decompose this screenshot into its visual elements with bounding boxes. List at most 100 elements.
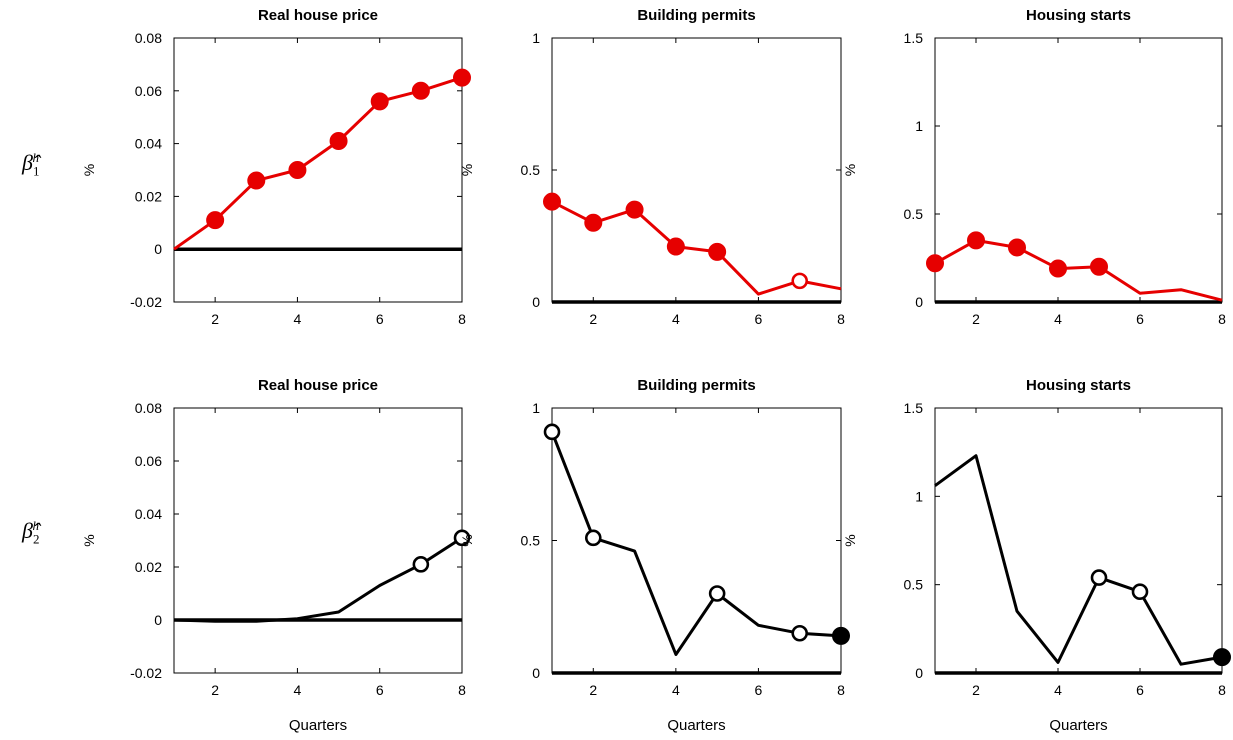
plot-frame bbox=[934, 407, 1223, 674]
x-tick-label: 8 bbox=[837, 311, 845, 327]
row-label-beta-2: β̂2h bbox=[22, 518, 40, 547]
chart-panel-3: Housing starts 0 0.5 1 1.5 2 4 6 8% bbox=[842, 7, 1226, 327]
x-tick-label: 6 bbox=[376, 311, 384, 327]
x-tick-label: 8 bbox=[1218, 682, 1226, 698]
data-point-significant bbox=[453, 68, 471, 87]
plot-frame bbox=[173, 37, 463, 303]
y-axis-label: % bbox=[81, 534, 97, 546]
data-point-significant bbox=[329, 131, 348, 150]
y-tick-label: 1 bbox=[915, 488, 923, 504]
x-tick-label: 8 bbox=[458, 682, 466, 698]
data-point-marginal bbox=[1131, 583, 1149, 601]
x-tick-label: 2 bbox=[589, 311, 597, 327]
y-tick-label: 0.5 bbox=[904, 577, 924, 593]
y-axis-label: % bbox=[459, 534, 475, 546]
chart-panel-4: Real house price -0.02 0 0.02 0.04 0.06 0.08 2 4… bbox=[81, 377, 471, 734]
x-tick-label: 4 bbox=[1054, 682, 1062, 698]
y-tick-label: 0.08 bbox=[135, 400, 162, 416]
chart-title: Housing starts bbox=[1026, 7, 1131, 24]
data-point-marginal bbox=[791, 272, 809, 290]
chart-title: Real house price bbox=[258, 7, 378, 24]
data-point-significant bbox=[584, 213, 603, 232]
x-axis-label: Quarters bbox=[289, 717, 347, 734]
data-point-significant bbox=[1213, 648, 1231, 667]
y-tick-label: 0 bbox=[154, 241, 162, 257]
data-point-marginal bbox=[791, 624, 809, 642]
y-tick-label: 0 bbox=[532, 665, 540, 681]
data-point-significant bbox=[926, 254, 944, 273]
y-tick-label: 1 bbox=[532, 30, 540, 46]
data-point-significant bbox=[708, 242, 727, 261]
data-point-significant bbox=[247, 171, 266, 190]
y-tick-label: -0.02 bbox=[130, 294, 162, 310]
x-axis-label: Quarters bbox=[667, 717, 725, 734]
plot-frame bbox=[173, 407, 463, 674]
x-tick-label: 8 bbox=[837, 682, 845, 698]
chart-panel-2: Building permits 0 0.5 1 2 4 6 8% bbox=[459, 7, 845, 327]
y-axis-label: % bbox=[459, 164, 475, 176]
x-tick-label: 6 bbox=[755, 682, 763, 698]
x-tick-label: 4 bbox=[294, 311, 302, 327]
y-tick-label: 1.5 bbox=[904, 30, 924, 46]
y-tick-label: 0.5 bbox=[904, 206, 924, 222]
x-tick-label: 4 bbox=[672, 311, 680, 327]
series-line bbox=[934, 238, 1223, 302]
data-point-marginal bbox=[543, 423, 561, 441]
data-point-marginal bbox=[412, 556, 430, 573]
x-tick-label: 2 bbox=[211, 682, 219, 698]
chart-title: Real house price bbox=[258, 377, 378, 394]
data-point-significant bbox=[370, 92, 389, 111]
y-tick-label: 1.5 bbox=[904, 400, 924, 416]
y-tick-label: 0.06 bbox=[135, 83, 162, 99]
data-point-significant bbox=[625, 200, 644, 219]
data-point-marginal bbox=[1090, 569, 1108, 586]
chart-title: Housing starts bbox=[1026, 377, 1131, 394]
y-tick-label: 0.04 bbox=[135, 136, 162, 152]
data-point-marginal bbox=[708, 585, 726, 602]
x-tick-label: 4 bbox=[1054, 311, 1062, 327]
x-tick-label: 2 bbox=[589, 682, 597, 698]
chart-title: Building permits bbox=[637, 7, 755, 24]
data-point-marginal bbox=[453, 529, 471, 547]
y-tick-label: 0.02 bbox=[135, 559, 162, 575]
x-tick-label: 2 bbox=[972, 311, 980, 327]
chart-panel-5: Building permits 0 0.5 1 2 4 6 8% Quarters bbox=[459, 377, 850, 734]
y-tick-label: 0.02 bbox=[135, 188, 162, 204]
x-tick-label: 8 bbox=[458, 311, 466, 327]
x-tick-label: 4 bbox=[672, 682, 680, 698]
row-label-beta-1: β̂1h bbox=[22, 150, 40, 179]
plot-frame bbox=[551, 37, 842, 303]
y-axis-label: % bbox=[842, 534, 858, 546]
chart-panel-6: Housing starts 0 0.5 1 1.5 2 4 6 8% Quarters bbox=[842, 377, 1231, 734]
x-tick-label: 2 bbox=[211, 311, 219, 327]
x-tick-label: 6 bbox=[376, 682, 384, 698]
y-tick-label: 0 bbox=[915, 665, 923, 681]
y-tick-label: 1 bbox=[532, 400, 540, 416]
y-tick-label: 0.04 bbox=[135, 506, 162, 522]
y-tick-label: 0.5 bbox=[521, 533, 541, 549]
y-axis-label: % bbox=[81, 164, 97, 176]
y-tick-label: 0.06 bbox=[135, 453, 162, 469]
data-point-significant bbox=[1049, 259, 1067, 278]
data-point-significant bbox=[206, 211, 225, 230]
data-point-significant bbox=[832, 626, 850, 645]
y-tick-label: 0 bbox=[532, 294, 540, 310]
chart-panel-1: Real house price -0.02 0 0.02 0.04 0.06 0.08 2 4… bbox=[81, 7, 471, 327]
data-point-marginal bbox=[584, 529, 602, 547]
y-tick-label: 0.5 bbox=[521, 162, 541, 178]
x-tick-label: 8 bbox=[1218, 311, 1226, 327]
x-axis-label: Quarters bbox=[1049, 717, 1107, 734]
y-tick-label: 0 bbox=[915, 294, 923, 310]
x-tick-label: 4 bbox=[294, 682, 302, 698]
x-tick-label: 2 bbox=[972, 682, 980, 698]
data-point-significant bbox=[411, 81, 430, 100]
y-tick-label: 0 bbox=[154, 612, 162, 628]
data-point-significant bbox=[543, 192, 561, 211]
data-point-significant bbox=[967, 231, 985, 250]
data-point-significant bbox=[666, 237, 685, 256]
y-tick-label: 0.08 bbox=[135, 30, 162, 46]
data-point-significant bbox=[1090, 257, 1108, 276]
data-point-significant bbox=[288, 161, 307, 179]
series-line bbox=[934, 454, 1223, 666]
